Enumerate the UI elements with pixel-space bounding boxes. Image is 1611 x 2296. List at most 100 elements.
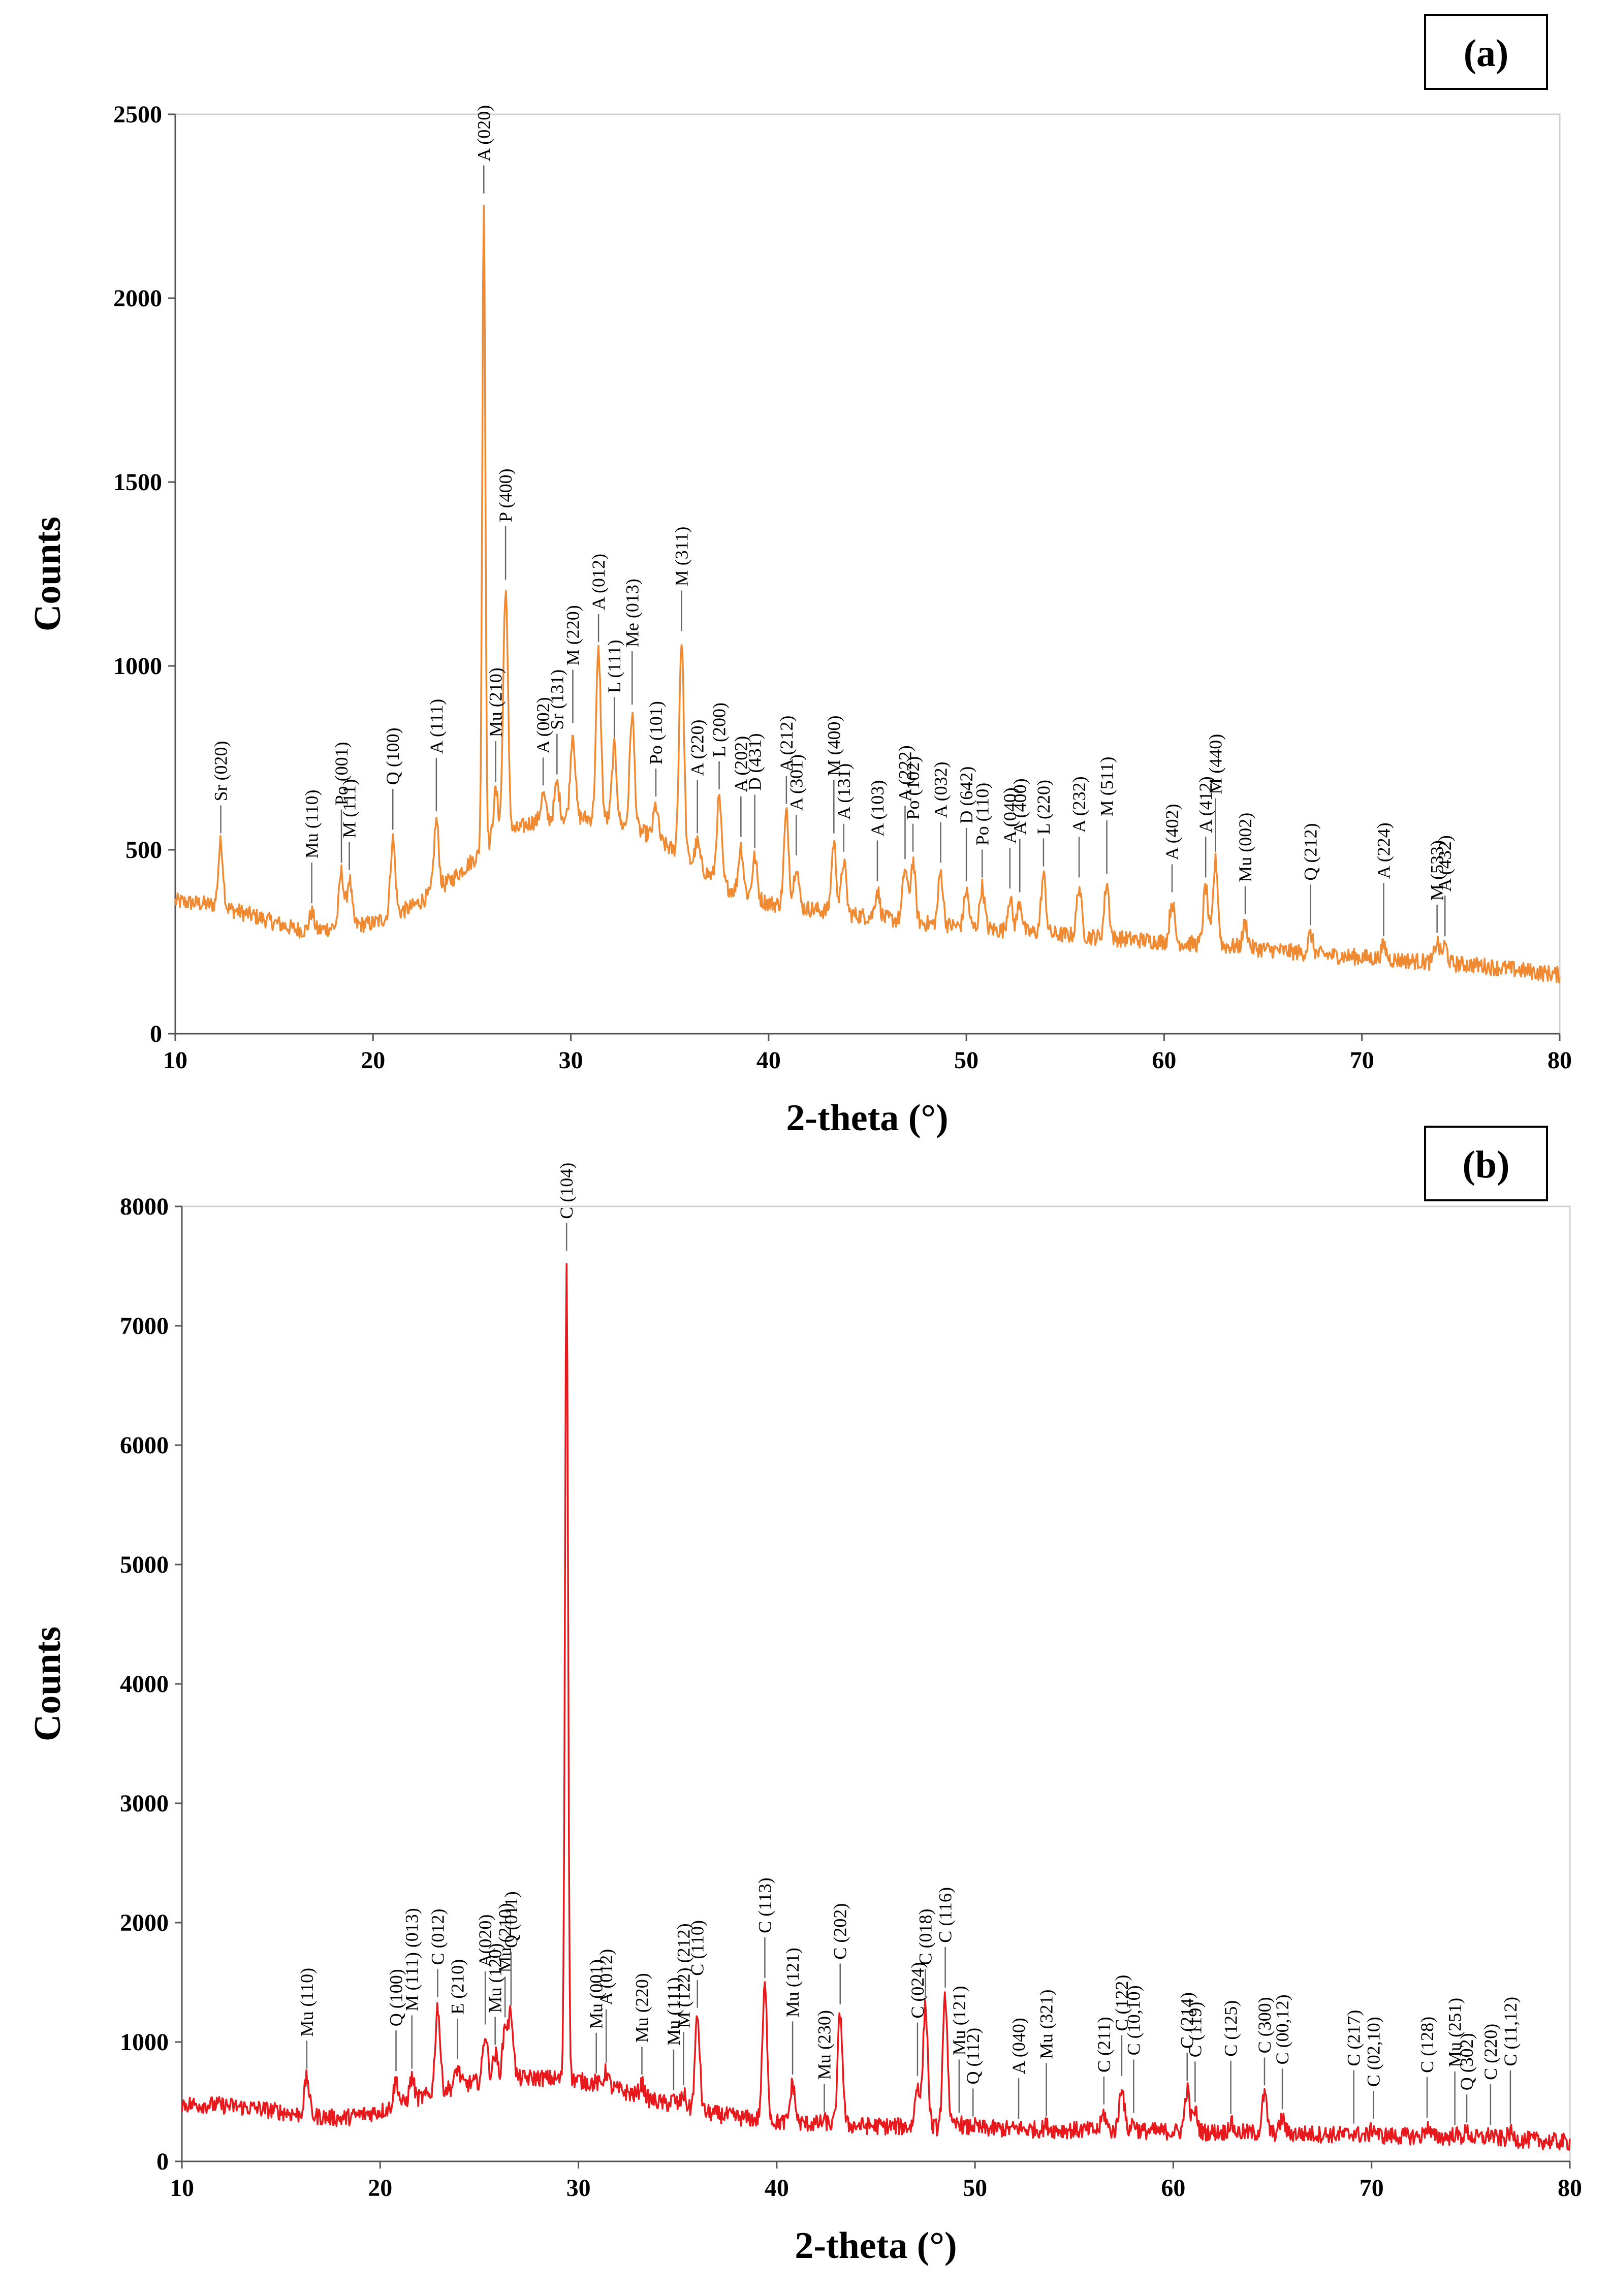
peak-label: Mu (001) (586, 1959, 607, 2029)
peak-label: Mu (111) (664, 1977, 684, 2045)
panel-a-ticks: 10 20 30 40 50 60 70 80 0 500 1000 1500 2000 2500 (113, 101, 1572, 1074)
panel-b-diffraction-line (181, 1263, 1571, 2151)
peak-label: E (210) (448, 1959, 468, 2015)
x-tick-label: 70 (1350, 1047, 1374, 1074)
peak-label: A (103) (867, 780, 888, 837)
peak-label: A (232) (1069, 776, 1089, 833)
y-tick-label: 1500 (113, 469, 162, 496)
peak-label: A (032) (931, 761, 951, 818)
peak-label: C (125) (1221, 2000, 1241, 2057)
peak-label: Po (102) (903, 756, 923, 820)
peak-label: A (412) (1195, 776, 1216, 833)
peak-label: Mu (210) (495, 1903, 515, 1972)
peak-label: Po (001) (331, 742, 352, 805)
peak-label: A (222) (895, 745, 915, 802)
x-tick-label: 30 (559, 1047, 583, 1074)
panel-a-plot-frame (174, 113, 1561, 1035)
peak-label: A (400) (1009, 778, 1030, 835)
panel-b-ticks: 10 20 30 40 50 60 70 80 0 1000 2000 3000 4000 5000 600… (120, 1193, 1582, 2202)
x-tick-label: 80 (1558, 2175, 1582, 2202)
peak-label: A (224) (1374, 822, 1394, 879)
peak-label: A (220) (687, 720, 708, 776)
x-tick-label: 60 (1161, 2175, 1185, 2202)
panel-b-label: (b) (1463, 1143, 1510, 1186)
peak-label: Mu (321) (1036, 1990, 1057, 2059)
peak-label: C (10,10) (1123, 1985, 1144, 2055)
peak-label: Q (212) (1301, 823, 1321, 881)
peak-label: C (11,12) (1500, 1997, 1521, 2066)
peak-label: Me (013) (622, 579, 642, 647)
y-tick-label: 4000 (120, 1671, 169, 1698)
peak-label: C (113) (754, 1877, 775, 1933)
peak-label: A (131) (834, 763, 854, 820)
peak-label: Sr (131) (547, 669, 567, 730)
y-tick-label: 1000 (120, 2029, 169, 2056)
peak-label: A (040) (1008, 2018, 1029, 2074)
peak-label: L (220) (1033, 780, 1054, 835)
peak-label: Q (302) (1457, 2033, 1477, 2090)
panel-b-y-axis-title: Counts (27, 1627, 69, 1741)
peak-label: Po (101) (646, 701, 666, 764)
peak-label: M (111) (013) (402, 1908, 422, 2011)
panel-b-peak-labels: Mu (110) Q (100)M (111) (013) C (012)E (21… (297, 1163, 1521, 2125)
y-tick-label: 5000 (120, 1551, 169, 1578)
peak-label: A (012) (596, 1949, 616, 2005)
peak-label: A (301) (786, 754, 806, 811)
peak-label: Mu (121) (782, 1948, 803, 2017)
peak-label: A (040) (1000, 787, 1020, 844)
peak-label: Mu (220) (632, 1973, 652, 2043)
peak-label: Q (100) (386, 1969, 406, 2026)
peak-label: A(020) (475, 1915, 495, 1967)
peak-label: A (012) (588, 554, 609, 610)
peak-label: M (440) (1206, 734, 1226, 794)
panel-a-y-axis-title: Counts (27, 517, 69, 631)
peak-label: C (220) (1480, 2024, 1501, 2080)
peak-label: Mu (121) (949, 1986, 969, 2055)
peak-label: A (402) (1162, 804, 1182, 860)
peak-label: C (00,12) (1272, 1994, 1292, 2064)
panel-b: (b) 10 20 30 40 50 60 70 80 0 1000 2000 3000 4000 500… (27, 1126, 1582, 2267)
peak-label: Mu (120) (485, 1943, 506, 2013)
peak-label: A (002) (533, 697, 553, 753)
peak-label: P (400) (495, 468, 516, 522)
peak-label: C (300) (1254, 1997, 1275, 2053)
peak-label: A (432) (1435, 835, 1455, 891)
peak-label: Mu (230) (814, 2010, 835, 2080)
x-tick-label: 60 (1152, 1047, 1176, 1074)
peak-label: Q (100) (383, 727, 403, 785)
x-tick-label: 50 (954, 1047, 978, 1074)
peak-label: A (212) (776, 716, 797, 772)
x-tick-label: 50 (963, 2175, 987, 2202)
peak-label: C (104) (556, 1163, 577, 1219)
peak-label: C (214) (1177, 1992, 1197, 2049)
peak-label: C (211) (1094, 2017, 1114, 2072)
peak-label: L (111) (604, 640, 624, 693)
panel-a-peak-labels: Sr (020) Mu (110) Po (001)M (111) Q (100) A … (211, 105, 1455, 937)
peak-label: Mu (210) (486, 667, 506, 737)
peak-label: M (311) (672, 527, 692, 587)
x-tick-label: 40 (765, 2175, 789, 2202)
y-tick-label: 0 (150, 1021, 162, 1047)
peak-label: Mu (110) (297, 1968, 317, 2037)
panel-a: (a) 10 20 30 40 50 60 70 80 0 500 1000 1500 2000 2500… (27, 14, 1572, 1139)
peak-label: M (220) (563, 605, 583, 665)
peak-label: C (02,10) (1364, 2017, 1384, 2087)
panel-a-label-box (1424, 14, 1548, 90)
peak-label: C (018) (915, 1909, 936, 1965)
peak-label: C (119) (1185, 2002, 1205, 2058)
panel-a-diffraction-line (174, 205, 1561, 984)
x-tick-label: 80 (1547, 1047, 1572, 1074)
x-tick-label: 20 (361, 1047, 385, 1074)
y-tick-label: 2000 (120, 1909, 169, 1936)
panel-b-label-box (1424, 1126, 1548, 1201)
peak-label: Q (011) (501, 1891, 521, 1948)
peak-label: C (202) (830, 1903, 850, 1960)
peak-label: A (202) (731, 736, 751, 792)
panel-a-label: (a) (1464, 32, 1509, 75)
y-tick-label: 7000 (120, 1313, 169, 1340)
peak-label: L (200) (709, 703, 730, 757)
peak-label: D (431) (745, 734, 765, 791)
x-tick-label: 30 (566, 2175, 591, 2202)
peak-label: A (020) (473, 105, 494, 162)
